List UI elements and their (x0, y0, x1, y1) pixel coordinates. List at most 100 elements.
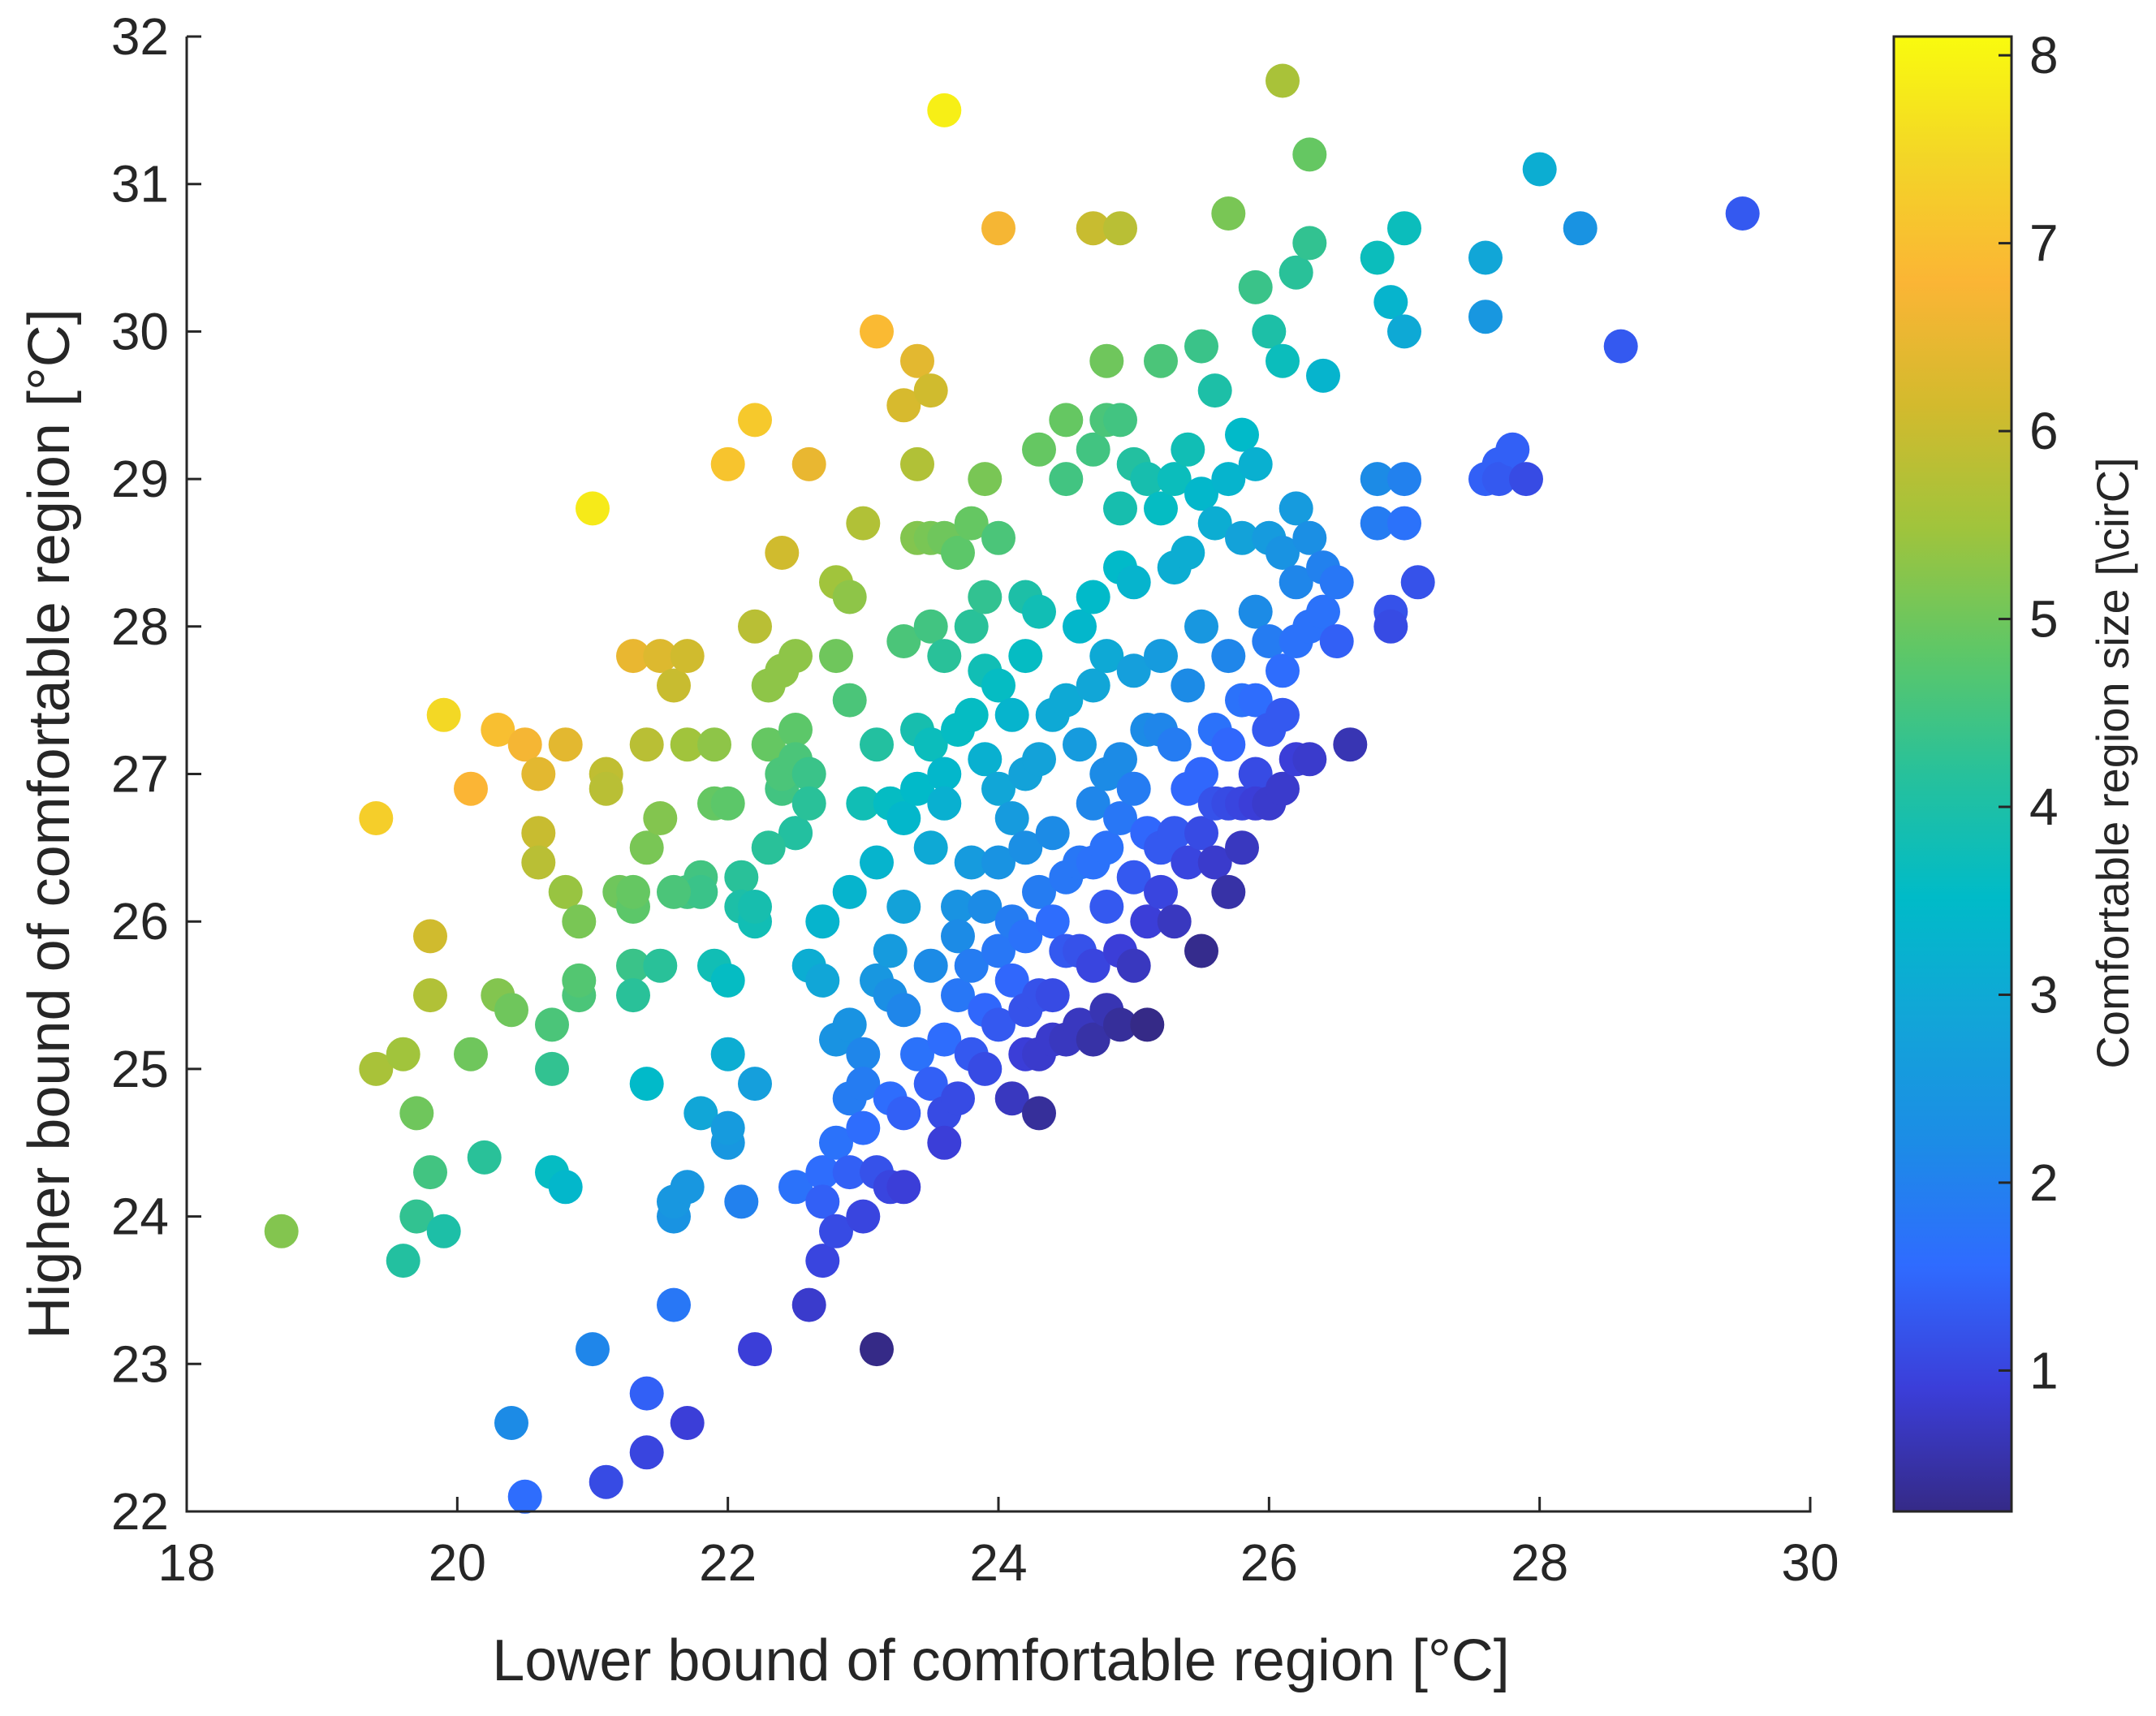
scatter-point (629, 1435, 664, 1470)
scatter-point (1211, 462, 1246, 497)
scatter-point (264, 1214, 299, 1248)
scatter-point (1197, 845, 1232, 880)
scatter-point (1184, 933, 1218, 968)
scatter-point (1184, 757, 1218, 791)
scatter-point (913, 727, 948, 762)
x-tick-label: 30 (1781, 1533, 1839, 1592)
scatter-point (832, 683, 867, 718)
scatter-point (724, 860, 759, 895)
scatter-point (1171, 845, 1205, 880)
scatter-point (1063, 609, 1097, 644)
scatter-point (1319, 624, 1354, 658)
scatter-point (1089, 830, 1124, 865)
scatter-point (886, 388, 921, 423)
scatter-point (941, 978, 975, 1013)
scatter-point (968, 742, 1003, 777)
scatter-point (1022, 594, 1056, 629)
scatter-point (778, 1170, 813, 1205)
scatter-point (791, 757, 826, 791)
scatter-point (1509, 462, 1543, 497)
scatter-point (927, 1125, 962, 1160)
scatter-point (1279, 565, 1313, 600)
scatter-point (751, 727, 786, 762)
scatter-point (981, 771, 1015, 806)
scatter-point (968, 890, 1003, 924)
scatter-point (886, 801, 921, 835)
scatter-point (738, 609, 772, 644)
scatter-point (954, 609, 989, 644)
scatter-point (1211, 639, 1246, 674)
scatter-point (629, 830, 664, 865)
scatter-point (1522, 152, 1557, 187)
scatter-point (1225, 520, 1259, 555)
scatter-point (494, 1406, 528, 1440)
scatter-point (751, 830, 786, 865)
scatter-point (1184, 329, 1218, 364)
scatter-point (846, 1199, 881, 1234)
scatter-point (941, 536, 975, 570)
scatter-point (1157, 904, 1192, 939)
scatter-point (1292, 742, 1327, 777)
scatter-point (994, 963, 1029, 998)
scatter-point (710, 446, 745, 481)
scatter-point (1022, 432, 1056, 467)
scatter-point (1103, 742, 1137, 777)
scatter-point (981, 211, 1015, 246)
scatter-point (1725, 196, 1760, 231)
scatter-point (399, 1096, 434, 1131)
scatter-point (413, 919, 447, 954)
scatter-point (900, 1037, 934, 1071)
scatter-point (1116, 565, 1151, 600)
colorbar-tick-label: 7 (2029, 214, 2059, 273)
scatter-point (968, 1051, 1003, 1086)
scatter-point (426, 697, 461, 732)
scatter-point (1292, 520, 1327, 555)
scatter-point (738, 890, 772, 924)
scatter-point (994, 697, 1029, 732)
scatter-point (873, 933, 908, 968)
scatter-point (1008, 639, 1043, 674)
scatter-point (507, 727, 542, 762)
scatter-point (1089, 343, 1124, 378)
scatter-point (765, 536, 800, 570)
scatter-point (1252, 624, 1287, 658)
scatter-point (548, 727, 583, 762)
x-tick-label: 22 (699, 1533, 757, 1592)
scatter-point (1266, 653, 1300, 688)
scatter-point (399, 1199, 434, 1234)
scatter-point (886, 1170, 921, 1205)
scatter-point (954, 845, 989, 880)
scatter-point (913, 948, 948, 983)
scatter-point (1468, 300, 1503, 334)
scatter-point (805, 963, 840, 998)
scatter-point (616, 639, 650, 674)
scatter-point (1333, 727, 1368, 762)
scatter-point (1076, 432, 1110, 467)
scatter-point (1197, 373, 1232, 408)
scatter-point (481, 713, 515, 747)
scatter-point (1076, 786, 1110, 821)
y-tick-label: 27 (111, 745, 169, 804)
scatter-point (1481, 462, 1516, 497)
scatter-point (738, 1332, 772, 1367)
scatter-point (981, 933, 1015, 968)
y-tick-label: 30 (111, 302, 169, 360)
scatter-point (738, 403, 772, 438)
scatter-point (1238, 446, 1273, 481)
scatter-point (1076, 668, 1110, 703)
scatter-point (1144, 343, 1178, 378)
y-tick-label: 31 (111, 155, 169, 213)
scatter-point (1089, 639, 1124, 674)
scatter-point (791, 446, 826, 481)
data-points (264, 63, 1760, 1514)
scatter-point (454, 1037, 488, 1071)
scatter-point (981, 520, 1015, 555)
colorbar-gradient (1892, 35, 2013, 1513)
scatter-point (521, 757, 556, 791)
scatter-point (1157, 462, 1192, 497)
scatter-point (413, 1155, 447, 1190)
scatter-point (1103, 801, 1137, 835)
scatter-point (1103, 491, 1137, 526)
scatter-point (724, 1184, 759, 1219)
scatter-point (507, 1479, 542, 1514)
